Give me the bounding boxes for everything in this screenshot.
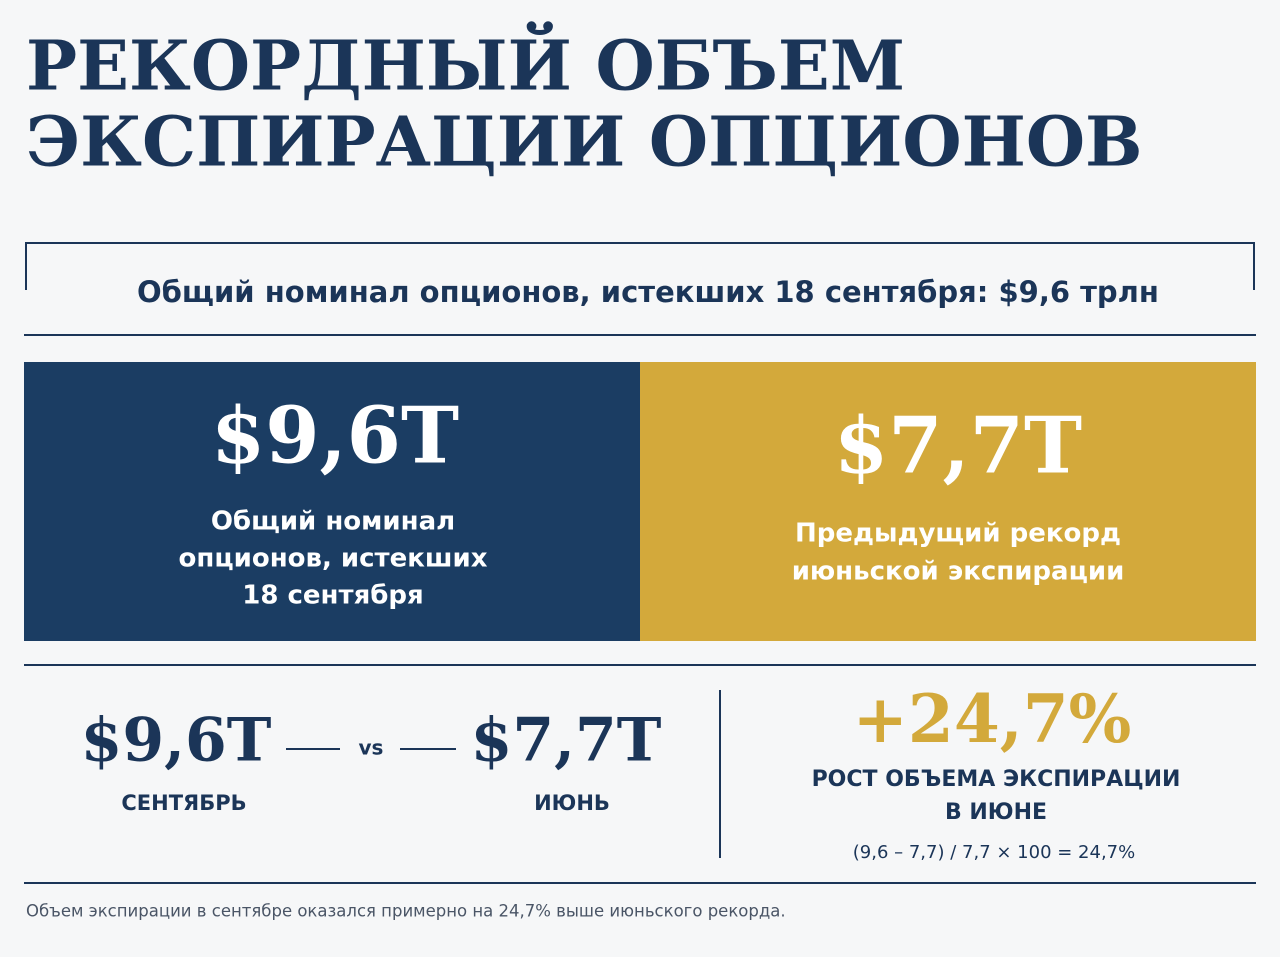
compare-value: $9,6T — [81, 706, 272, 776]
compare-label: ИЮНЬ — [534, 791, 610, 815]
label-line: 18 сентября — [242, 581, 423, 611]
panel-label: Общий номинал опционов, истекших 18 сентяб… — [179, 507, 488, 611]
bracket — [25, 242, 1255, 290]
compare-value: $7,7T — [471, 706, 662, 776]
label-line: июньской экспирации — [792, 557, 1125, 587]
subtitle: Общий номинал опционов, истекших 18 сент… — [137, 275, 1159, 309]
label-line: Предыдущий рекорд — [795, 519, 1121, 549]
label-line: В ИЮНЕ — [945, 800, 1047, 825]
growth-value: +24,7% — [853, 680, 1132, 758]
label-line: РОСТ ОБЪЕМА ЭКСПИРАЦИИ — [812, 767, 1181, 792]
panel-value: $7,7T — [834, 401, 1082, 492]
vs: vs — [359, 736, 384, 760]
compare-label: СЕНТЯБРЬ — [121, 791, 246, 815]
title-line: РЕКОРДНЫЙ ОБЪЕМ — [26, 22, 905, 107]
label-line: опционов, истекших — [179, 544, 488, 574]
label-line: Общий номинал — [211, 507, 455, 537]
footnote: Объем экспирации в сентябре оказался при… — [26, 902, 786, 921]
panel-blue — [24, 362, 640, 641]
title-line: ЭКСПИРАЦИИ ОПЦИОНОВ — [26, 103, 1143, 183]
panel-value: $9,6T — [211, 391, 459, 482]
panel-gold — [640, 362, 1256, 641]
growth-label: РОСТ ОБЪЕМА ЭКСПИРАЦИИ В ИЮНЕ — [812, 767, 1181, 825]
formula: (9,6 – 7,7) / 7,7 × 100 = 24,7% — [853, 842, 1135, 863]
panel-label: Предыдущий рекорд июньской экспирации — [792, 519, 1125, 587]
